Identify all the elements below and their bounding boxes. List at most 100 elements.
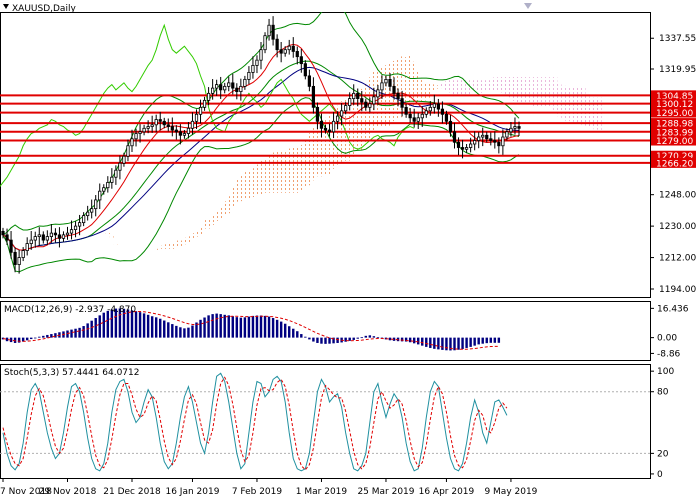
cloud-segment (170, 242, 175, 249)
cloud-segment (343, 99, 348, 161)
level-tag (651, 126, 696, 137)
level-tag-label: 1270.29 (656, 152, 693, 162)
macd-bar (231, 316, 234, 338)
level-tag (651, 135, 696, 146)
candle-bullish (348, 98, 352, 106)
macd-bar (412, 337, 416, 344)
chart-title: XAUUSD,Daily (12, 4, 76, 14)
macd-bar (497, 337, 501, 343)
candle-bullish (150, 124, 154, 127)
candle-bullish (122, 155, 126, 164)
candle-bullish (182, 133, 187, 136)
macd-bar (223, 314, 226, 338)
candle-bearish (299, 56, 303, 65)
candle-bullish (45, 236, 49, 241)
macd-bar (54, 333, 57, 338)
candle-bullish (464, 147, 469, 150)
macd-bar (126, 309, 130, 338)
macd-bar (457, 337, 460, 350)
candle-bullish (106, 182, 110, 189)
macd-bar (134, 311, 138, 338)
macd-bar (404, 337, 408, 342)
macd-bar (195, 322, 198, 338)
cloud-segment (194, 230, 199, 237)
candle-bearish (166, 124, 170, 127)
cloud-segment (428, 82, 433, 98)
price-tick-label: 1337.55 (659, 34, 696, 44)
level-tag-label: 1304.85 (656, 92, 693, 102)
macd-bar (356, 337, 359, 339)
candle-bearish (275, 38, 279, 51)
macd-bar (146, 314, 150, 338)
macd-bar (167, 322, 170, 338)
macd-bar (171, 324, 174, 338)
cloud-segment (186, 236, 191, 243)
macd-title: MACD(12,26,9) -2.937 -4.870 (4, 305, 136, 315)
candle-bearish (315, 106, 320, 122)
candle-bearish (517, 126, 521, 129)
candle-bearish (440, 108, 445, 115)
cloud-segment (134, 250, 139, 252)
candle-bearish (456, 141, 461, 148)
price-tick-label: 1230.00 (659, 222, 696, 232)
candle-bearish (291, 45, 295, 52)
level-tag-label: 1266.20 (656, 159, 693, 169)
date-tick-label: 7 Nov 2018 (0, 487, 52, 497)
candle-bullish (198, 106, 203, 115)
candle-bullish (335, 115, 340, 122)
candle-bullish (372, 96, 376, 105)
candle-bullish (98, 190, 102, 201)
macd-bar (142, 313, 146, 338)
candle-bullish (247, 72, 251, 80)
macd-bar (106, 310, 110, 338)
candle-bearish (436, 103, 440, 110)
candle-bearish (178, 131, 182, 136)
macd-bar (70, 329, 73, 338)
cloud-segment (525, 77, 530, 104)
macd-bar (477, 337, 480, 345)
cloud-segment (549, 77, 554, 107)
cloud-segment (464, 80, 469, 95)
candlestick-series (1, 16, 521, 274)
macd-bar (66, 330, 69, 338)
macd-bar (175, 325, 178, 338)
cloud-segment (323, 117, 328, 176)
macd-bar (421, 337, 424, 346)
candle-bearish (497, 141, 501, 147)
cloud-segment (238, 174, 243, 202)
macd-bar (263, 315, 267, 338)
level-tag-label: 1288.98 (656, 120, 693, 130)
macd-bar (481, 337, 484, 344)
candle-bearish (219, 84, 223, 91)
cloud-segment (553, 77, 558, 111)
level-tag (651, 118, 696, 129)
candle-bearish (271, 24, 275, 40)
macd-tick-label: 16.436 (657, 304, 689, 314)
macd-bar (5, 337, 9, 342)
candle-bearish (364, 101, 368, 108)
candle-bullish (380, 82, 384, 91)
macd-bar (493, 337, 497, 343)
stoch-level-lines (0, 391, 650, 454)
price-tick-label: 1212.00 (659, 254, 696, 264)
cloud-segment (476, 80, 481, 91)
macd-bar (279, 321, 283, 338)
macd-bar (344, 337, 347, 342)
macd-bar (90, 320, 93, 338)
candle-bullish (477, 136, 481, 141)
macd-bar (114, 308, 118, 338)
candle-bearish (57, 234, 62, 239)
macd-bar (473, 337, 476, 346)
candle-bearish (1, 230, 5, 236)
macd-bar (163, 320, 166, 338)
candle-bullish (138, 131, 142, 134)
cloud-segment (113, 243, 118, 245)
candle-bullish (202, 99, 207, 108)
cloud-segment (440, 84, 445, 89)
candle-bullish (206, 92, 211, 101)
macd-bar (130, 310, 134, 338)
macd-bar (304, 336, 307, 338)
level-tag (651, 157, 696, 168)
macd-bar (408, 337, 412, 343)
